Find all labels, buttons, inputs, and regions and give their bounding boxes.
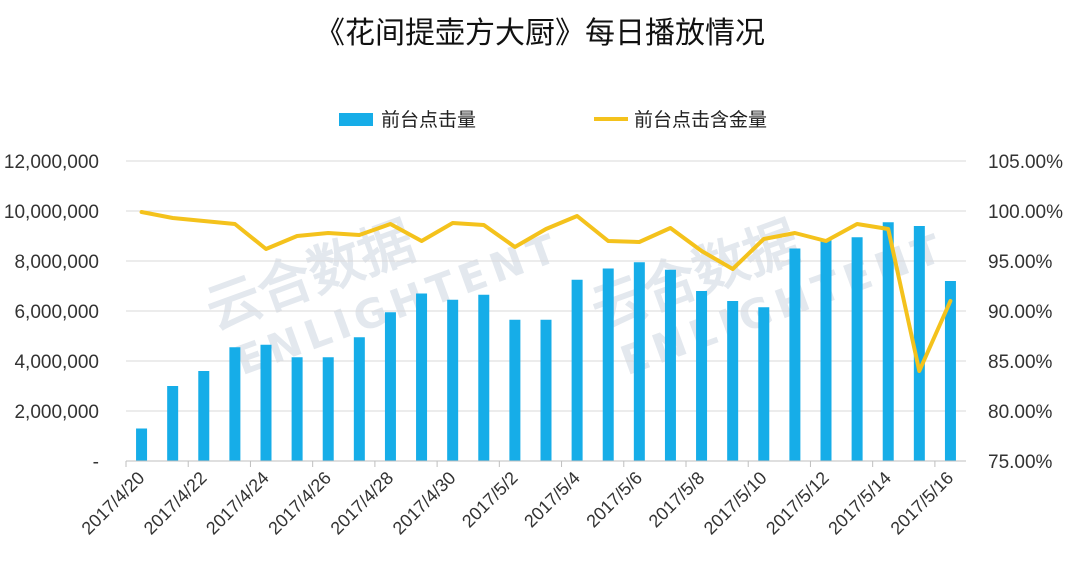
x-tick-label: 2017/5/12 xyxy=(762,468,833,539)
bar xyxy=(260,344,272,461)
bar xyxy=(571,279,583,461)
bar xyxy=(291,357,303,461)
line-series xyxy=(139,210,953,373)
bar xyxy=(416,293,428,461)
left-tick-label: 12,000,000 xyxy=(4,152,99,173)
bar xyxy=(322,357,334,461)
bar xyxy=(727,301,739,461)
bar xyxy=(820,239,832,461)
bar xyxy=(447,299,459,461)
x-tick-label: 2017/5/14 xyxy=(824,468,895,539)
bar xyxy=(136,428,148,461)
x-tick-label: 2017/4/30 xyxy=(389,468,460,539)
legend-swatch-bar xyxy=(339,113,373,126)
right-tick-label: 85.00% xyxy=(988,352,1053,373)
bar xyxy=(789,248,801,461)
right-tick-label: 75.00% xyxy=(988,452,1053,473)
right-tick-label: 105.00% xyxy=(988,152,1063,173)
legend-label: 前台点击含金量 xyxy=(634,109,767,131)
x-tick-label: 2017/4/20 xyxy=(78,468,149,539)
left-tick-label: 8,000,000 xyxy=(14,252,99,273)
right-tick-label: 80.00% xyxy=(988,402,1053,423)
left-tick-label: 2,000,000 xyxy=(14,402,99,423)
bar xyxy=(758,307,770,461)
x-tick-label: 2017/5/4 xyxy=(520,468,584,532)
left-tick-label: 4,000,000 xyxy=(14,352,99,373)
x-tick-label: 2017/4/24 xyxy=(202,468,273,539)
right-axis-ticks: 75.00% 80.00% 85.00% 90.00% 95.00% 100.00% 105… xyxy=(988,152,1063,473)
bar xyxy=(478,294,490,461)
right-tick-label: 90.00% xyxy=(988,302,1053,323)
right-tick-label: 95.00% xyxy=(988,252,1053,273)
bar xyxy=(913,226,925,461)
x-tick-label: 2017/4/22 xyxy=(140,468,211,539)
bar xyxy=(229,347,241,461)
x-tick-label: 2017/5/10 xyxy=(700,468,771,539)
chart-title: 《花间提壶方大厨》每日播放情况 xyxy=(315,16,765,51)
bar xyxy=(944,281,956,461)
bar xyxy=(851,237,863,461)
x-tick-label: 2017/5/16 xyxy=(887,468,958,539)
bar xyxy=(509,319,521,461)
axes xyxy=(125,460,966,467)
x-tick-label: 2017/5/8 xyxy=(645,468,709,532)
left-axis-ticks: - 2,000,000 4,000,000 6,000,000 8,000,000 10,… xyxy=(4,152,99,473)
x-tick-label: 2017/5/6 xyxy=(582,468,646,532)
x-tick-label: 2017/5/2 xyxy=(458,468,522,532)
right-tick-label: 100.00% xyxy=(988,202,1063,223)
bar xyxy=(353,337,365,461)
bar xyxy=(167,386,179,461)
bar-series xyxy=(136,222,956,461)
x-tick-label: 2017/4/26 xyxy=(264,468,335,539)
left-tick-label: 6,000,000 xyxy=(14,302,99,323)
bar xyxy=(664,269,676,461)
legend: 前台点击量 前台点击含金量 xyxy=(339,109,767,131)
bar xyxy=(633,262,645,461)
bar xyxy=(540,319,552,461)
bar xyxy=(882,222,894,461)
bar xyxy=(602,268,614,461)
left-tick-label: 10,000,000 xyxy=(4,202,99,223)
left-tick-label: - xyxy=(93,452,99,473)
legend-label: 前台点击量 xyxy=(381,109,476,131)
x-tick-label: 2017/4/28 xyxy=(327,468,398,539)
bar xyxy=(696,291,708,461)
bar xyxy=(384,312,396,461)
bar xyxy=(198,371,210,461)
x-axis-ticks: 2017/4/202017/4/222017/4/242017/4/262017… xyxy=(78,468,958,539)
